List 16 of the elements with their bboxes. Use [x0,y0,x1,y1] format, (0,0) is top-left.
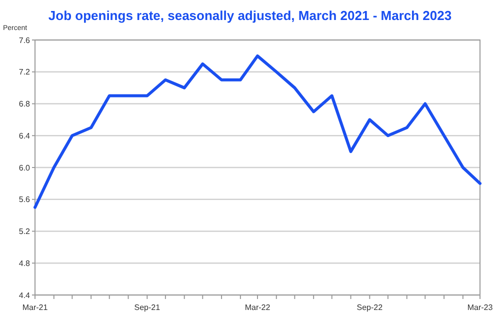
line-series [34,54,482,209]
x-tick-label: Mar-22 [244,303,271,312]
y-tick-label: 7.2 [18,68,31,77]
y-tick-label: 6.4 [18,131,31,140]
x-tick-label: Sep-21 [134,303,161,312]
y-tick-label: 7.6 [18,36,31,45]
x-tick-label: Mar-23 [467,303,494,312]
chart-title: Job openings rate, seasonally adjusted, March 2021 - March 2023 [48,8,452,23]
y-tick-label: 6.8 [18,100,31,109]
y-tick-label: 6.0 [18,163,31,172]
x-tick-label: Sep-22 [356,303,384,312]
y-tick-label: 5.2 [18,227,31,236]
x-tick-label: Mar-21 [22,303,48,312]
y-tick-label: 4.4 [18,290,31,300]
y-tick-label: 4.8 [18,258,31,268]
y-tick-label: 5.6 [18,195,31,204]
